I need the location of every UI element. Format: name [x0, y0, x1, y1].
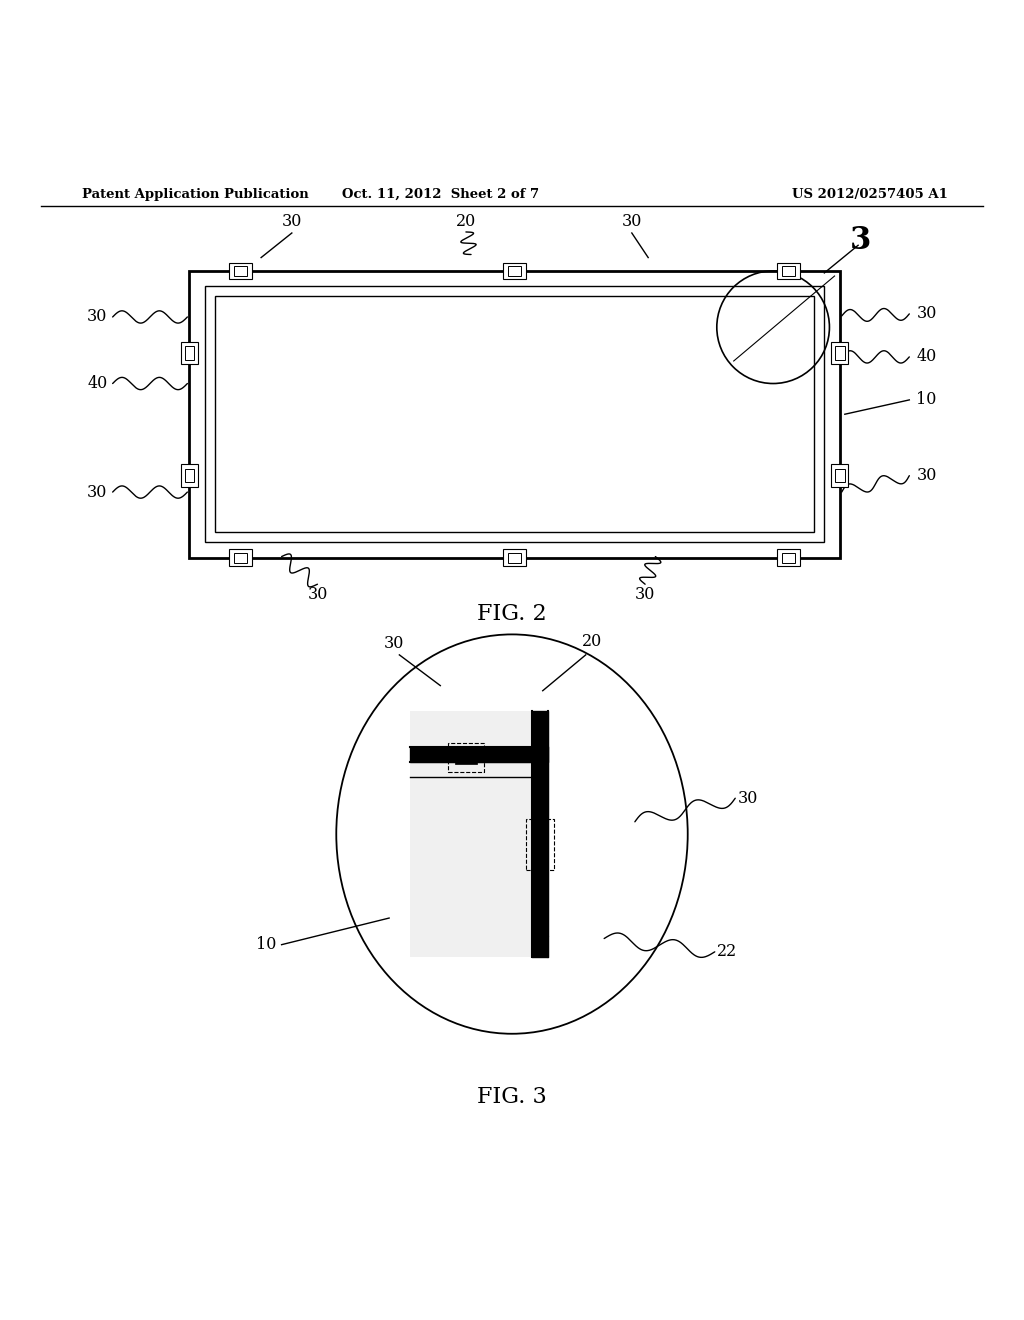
Text: 3: 3	[850, 224, 871, 256]
Bar	[503, 263, 526, 279]
Bar	[233, 265, 248, 276]
Bar	[229, 549, 252, 566]
Bar	[508, 265, 521, 276]
Text: 40: 40	[87, 375, 108, 392]
Text: 10: 10	[916, 392, 937, 408]
Bar	[831, 465, 848, 487]
Bar	[532, 829, 547, 859]
Text: 30: 30	[282, 213, 302, 230]
Text: 30: 30	[737, 789, 758, 807]
Bar	[781, 265, 796, 276]
Bar	[781, 553, 796, 562]
Bar	[181, 465, 198, 487]
Text: Oct. 11, 2012  Sheet 2 of 7: Oct. 11, 2012 Sheet 2 of 7	[342, 187, 539, 201]
Bar	[777, 263, 800, 279]
Bar	[184, 346, 195, 359]
Bar	[181, 342, 198, 364]
Bar	[205, 286, 824, 543]
Text: FIG. 3: FIG. 3	[477, 1086, 547, 1109]
Bar	[777, 549, 800, 566]
Text: 30: 30	[87, 309, 108, 326]
Bar	[410, 711, 532, 957]
Bar	[215, 297, 814, 532]
Text: 30: 30	[916, 305, 937, 322]
Bar	[449, 743, 484, 772]
Bar	[526, 818, 555, 870]
Text: 30: 30	[384, 635, 404, 652]
Text: FIG. 2: FIG. 2	[477, 603, 547, 624]
Bar	[503, 549, 526, 566]
Text: Patent Application Publication: Patent Application Publication	[82, 187, 308, 201]
Bar	[835, 469, 845, 482]
Text: 30: 30	[635, 586, 655, 603]
Text: 20: 20	[456, 213, 476, 230]
Bar	[831, 342, 848, 364]
Text: 10: 10	[256, 936, 276, 953]
Text: 30: 30	[622, 213, 642, 230]
Text: 30: 30	[87, 483, 108, 500]
Bar	[189, 271, 840, 557]
Bar	[233, 553, 248, 562]
Text: 40: 40	[916, 348, 937, 366]
Bar	[229, 263, 252, 279]
Bar	[184, 469, 195, 482]
Text: 30: 30	[916, 467, 937, 484]
Text: 30: 30	[307, 586, 328, 603]
Text: 22: 22	[717, 944, 737, 961]
Text: 20: 20	[582, 632, 602, 649]
Bar	[508, 553, 521, 562]
Bar	[835, 346, 845, 359]
Text: US 2012/0257405 A1: US 2012/0257405 A1	[793, 187, 948, 201]
Bar	[455, 750, 477, 764]
